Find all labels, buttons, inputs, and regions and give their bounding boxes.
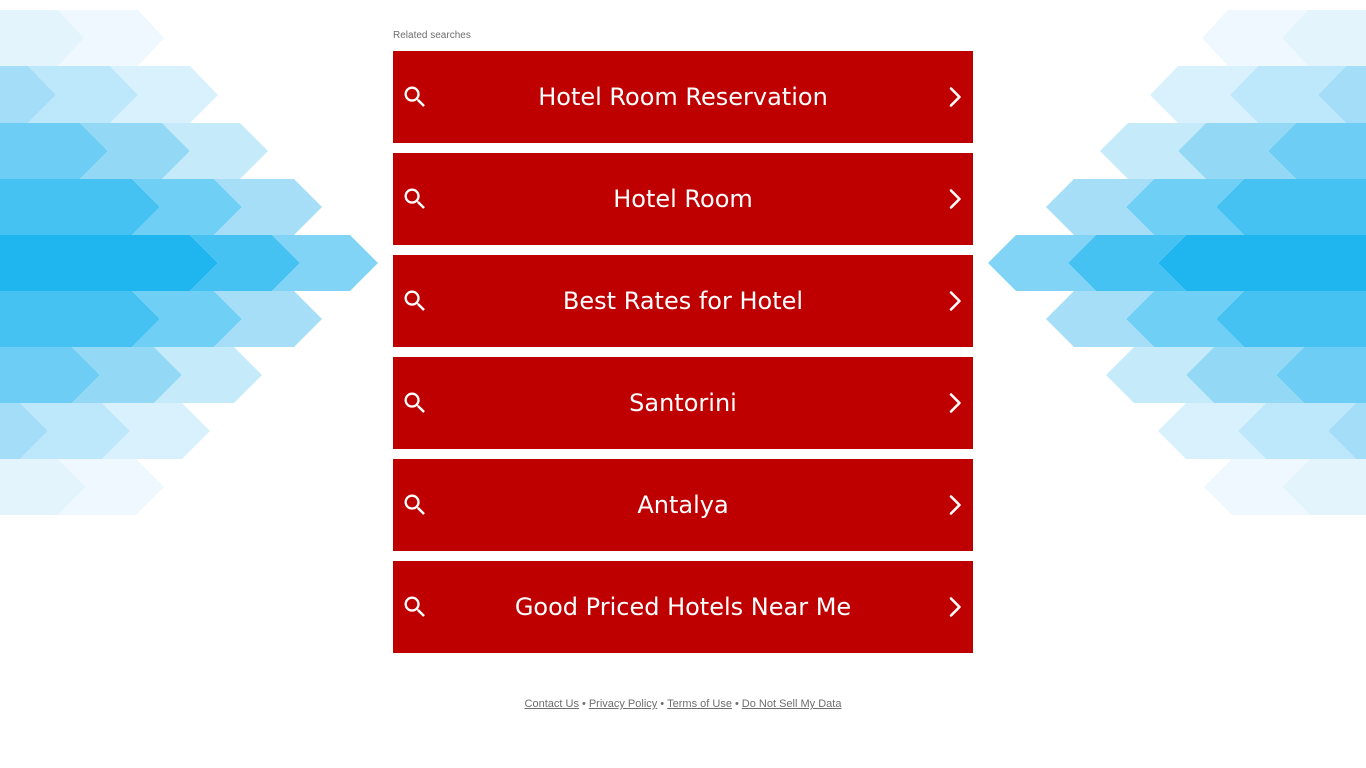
related-searches-list: Hotel Room Reservation Hotel Room Best R… bbox=[393, 51, 973, 653]
search-icon bbox=[404, 188, 425, 209]
related-search-label: Hotel Room bbox=[613, 185, 753, 213]
related-search-label: Good Priced Hotels Near Me bbox=[514, 593, 852, 621]
related-search-label: Antalya bbox=[637, 491, 729, 519]
list-item: Good Priced Hotels Near Me bbox=[393, 561, 973, 653]
chevron-right-icon bbox=[949, 597, 961, 617]
search-icon bbox=[404, 290, 425, 311]
search-icon bbox=[404, 596, 425, 617]
related-search-label: Hotel Room Reservation bbox=[538, 83, 828, 111]
search-icon bbox=[404, 86, 425, 107]
footer-separator: • bbox=[734, 698, 739, 710]
chevron-right-icon bbox=[949, 495, 961, 515]
list-item: Hotel Room bbox=[393, 153, 973, 245]
related-search-label: Santorini bbox=[629, 389, 737, 417]
search-icon bbox=[404, 494, 425, 515]
list-item: Antalya bbox=[393, 459, 973, 551]
related-searches-label: Related searches bbox=[393, 30, 471, 41]
related-search-link[interactable]: Hotel Room Reservation bbox=[393, 51, 973, 143]
chevron-right-icon bbox=[949, 189, 961, 209]
related-search-link[interactable]: Best Rates for Hotel bbox=[393, 255, 973, 347]
list-item: Best Rates for Hotel bbox=[393, 255, 973, 347]
footer-separator: • bbox=[581, 698, 586, 710]
terms-of-use-link[interactable]: Terms of Use bbox=[667, 698, 732, 710]
privacy-policy-link[interactable]: Privacy Policy bbox=[588, 698, 658, 710]
chevron-right-icon bbox=[949, 87, 961, 107]
related-search-link[interactable]: Hotel Room bbox=[393, 153, 973, 245]
chevron-right-icon bbox=[949, 393, 961, 413]
do-not-sell-link[interactable]: Do Not Sell My Data bbox=[741, 698, 842, 710]
list-item: Hotel Room Reservation bbox=[393, 51, 973, 143]
footer-separator: • bbox=[660, 698, 665, 710]
related-searches-section: Related searches Hotel Room Reservation … bbox=[393, 28, 973, 663]
related-search-link[interactable]: Good Priced Hotels Near Me bbox=[393, 561, 973, 653]
contact-us-link[interactable]: Contact Us bbox=[524, 698, 579, 710]
related-search-link[interactable]: Antalya bbox=[393, 459, 973, 551]
decorative-left-chevrons bbox=[0, 10, 378, 515]
footer-links: Contact Us • Privacy Policy • Terms of Use • D… bbox=[0, 698, 1366, 710]
related-search-link[interactable]: Santorini bbox=[393, 357, 973, 449]
search-icon bbox=[404, 392, 425, 413]
decorative-right-chevrons bbox=[988, 10, 1366, 515]
related-search-label: Best Rates for Hotel bbox=[562, 287, 804, 315]
chevron-right-icon bbox=[949, 291, 961, 311]
list-item: Santorini bbox=[393, 357, 973, 449]
